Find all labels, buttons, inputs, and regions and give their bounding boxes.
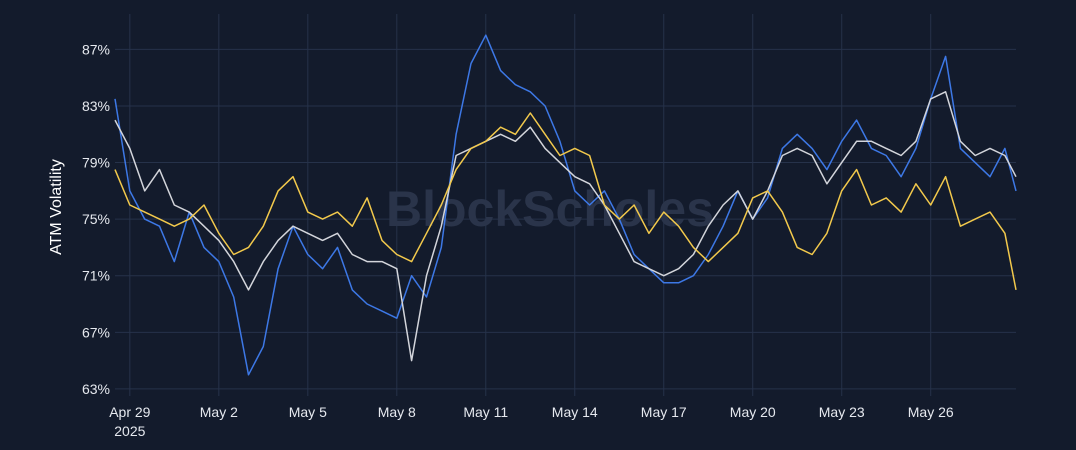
y-gridlines	[115, 48, 1016, 390]
x-tick-label: May 14	[552, 404, 598, 420]
watermark: BlockScholes	[386, 181, 714, 237]
x-tick-labels: Apr 29 2025 May 2 May 5 May 8 May 11 May 14 May…	[109, 404, 954, 439]
x-tick-label: May 2	[200, 404, 238, 420]
x-tick-label: May 5	[289, 404, 327, 420]
y-tick-label: 63%	[82, 381, 110, 397]
y-tick-label: 75%	[82, 211, 110, 227]
x-tick-label: May 26	[908, 404, 954, 420]
x-tick-label: May 8	[378, 404, 416, 420]
x-tick-label: May 23	[819, 404, 865, 420]
x-tick-sublabel: 2025	[114, 423, 145, 439]
y-tick-label: 67%	[82, 324, 110, 340]
y-tick-label: 83%	[82, 98, 110, 114]
y-tick-label: 87%	[82, 41, 110, 57]
y-tick-label: 71%	[82, 268, 110, 284]
series-line-1	[114, 34, 1017, 376]
x-tick-label: Apr 29	[109, 404, 150, 420]
series-line-3	[114, 112, 1017, 291]
x-tick-label: May 17	[641, 404, 687, 420]
series-lines	[114, 34, 1017, 376]
series-line-2	[114, 91, 1017, 362]
y-tick-labels: 63% 67% 71% 75% 79% 83% 87%	[82, 41, 110, 397]
x-tick-label: May 11	[463, 404, 508, 420]
y-axis-title: ATM Volatility	[48, 159, 65, 255]
x-tick-label: May 20	[730, 404, 776, 420]
y-tick-label: 79%	[82, 155, 110, 171]
